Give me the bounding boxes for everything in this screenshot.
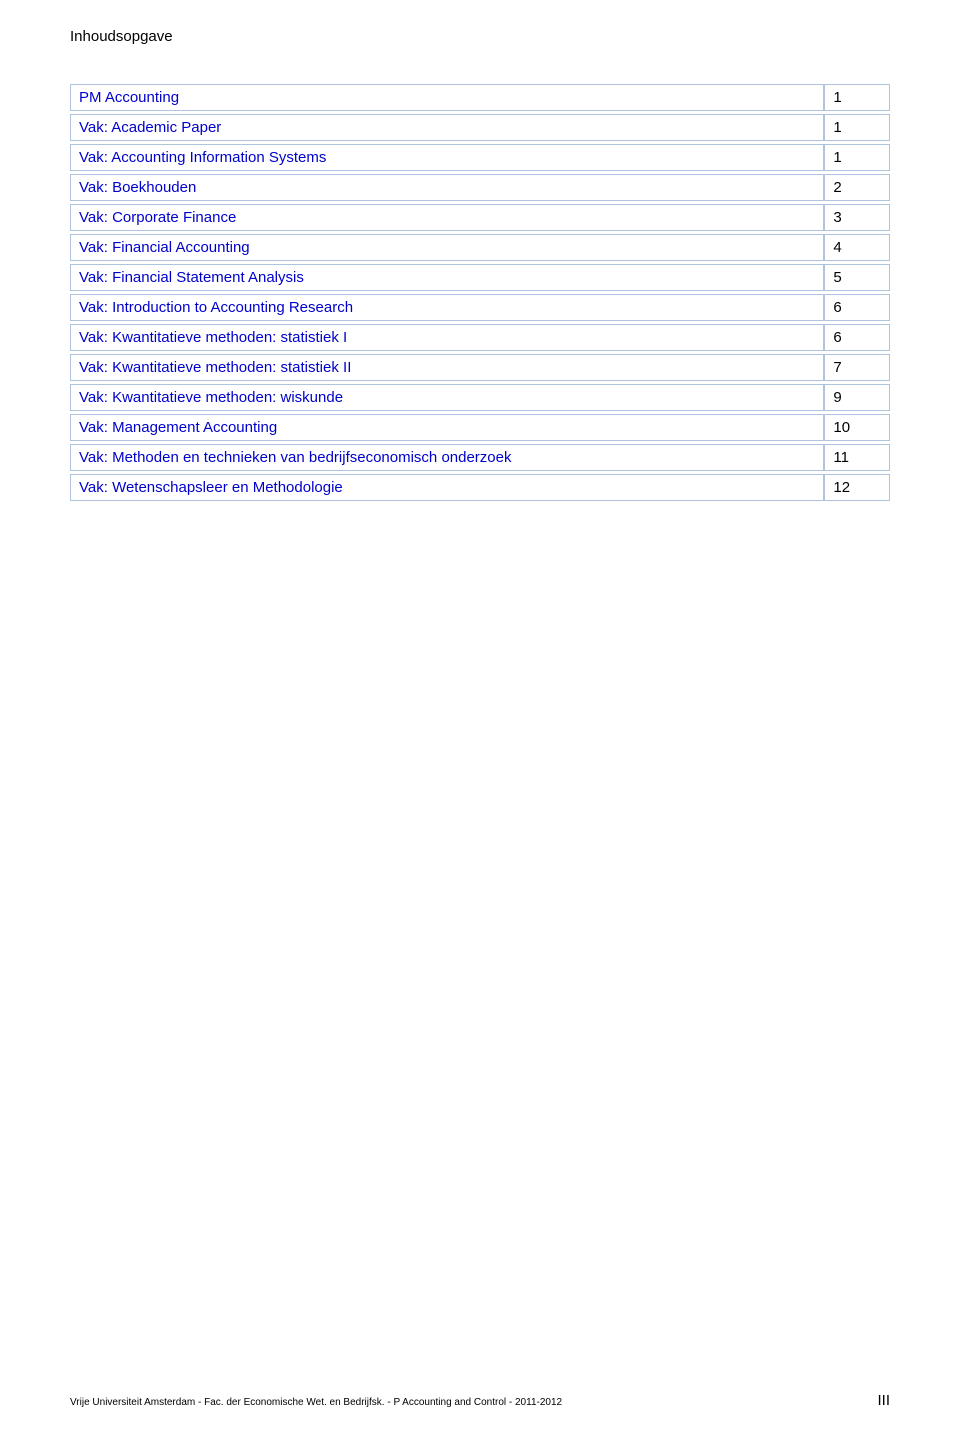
toc-link[interactable]: Vak: Kwantitatieve methoden: statistiek … [79, 329, 347, 346]
toc-link[interactable]: Vak: Academic Paper [79, 119, 221, 136]
toc-label-cell: Vak: Introduction to Accounting Research [70, 294, 824, 321]
toc-label-cell: Vak: Accounting Information Systems [70, 144, 824, 171]
page-heading: Inhoudsopgave [70, 28, 890, 45]
toc-link[interactable]: Vak: Kwantitatieve methoden: wiskunde [79, 389, 343, 406]
toc-label-cell: Vak: Kwantitatieve methoden: wiskunde [70, 384, 824, 411]
toc-link[interactable]: Vak: Boekhouden [79, 179, 196, 196]
toc-page-cell: 4 [824, 234, 890, 261]
toc-row: Vak: Financial Statement Analysis 5 [70, 264, 890, 291]
toc-link[interactable]: Vak: Introduction to Accounting Research [79, 299, 353, 316]
toc-link[interactable]: PM Accounting [79, 89, 179, 106]
toc-page-cell: 9 [824, 384, 890, 411]
toc-page-cell: 3 [824, 204, 890, 231]
toc-label-cell: Vak: Academic Paper [70, 114, 824, 141]
toc-page-cell: 1 [824, 114, 890, 141]
toc-row: Vak: Kwantitatieve methoden: statistiek … [70, 324, 890, 351]
toc-page-cell: 12 [824, 474, 890, 501]
toc-row: Vak: Academic Paper 1 [70, 114, 890, 141]
page-footer: Vrije Universiteit Amsterdam - Fac. der … [70, 1392, 890, 1409]
toc-row: Vak: Boekhouden 2 [70, 174, 890, 201]
toc-page-cell: 6 [824, 294, 890, 321]
page: Inhoudsopgave PM Accounting1Vak: Academi… [0, 0, 960, 1439]
footer-left-text: Vrije Universiteit Amsterdam - Fac. der … [70, 1397, 562, 1408]
toc-label-cell: Vak: Wetenschapsleer en Methodologie [70, 474, 824, 501]
toc-row: Vak: Kwantitatieve methoden: statistiek … [70, 354, 890, 381]
toc-label-cell: Vak: Methoden en technieken van bedrijfs… [70, 444, 824, 471]
toc-link[interactable]: Vak: Corporate Finance [79, 209, 236, 226]
toc-row: Vak: Corporate Finance 3 [70, 204, 890, 231]
toc-page-cell: 1 [824, 84, 890, 111]
toc-page-cell: 11 [824, 444, 890, 471]
toc-label-cell: PM Accounting [70, 84, 824, 111]
toc-row: Vak: Financial Accounting 4 [70, 234, 890, 261]
toc-link[interactable]: Vak: Kwantitatieve methoden: statistiek … [79, 359, 351, 376]
toc-link[interactable]: Vak: Methoden en technieken van bedrijfs… [79, 449, 512, 466]
toc-link[interactable]: Vak: Management Accounting [79, 419, 277, 436]
toc-row: Vak: Accounting Information Systems 1 [70, 144, 890, 171]
toc-link[interactable]: Vak: Financial Statement Analysis [79, 269, 304, 286]
toc-page-cell: 7 [824, 354, 890, 381]
toc-label-cell: Vak: Financial Statement Analysis [70, 264, 824, 291]
toc-page-cell: 1 [824, 144, 890, 171]
toc-page-cell: 5 [824, 264, 890, 291]
toc-row: PM Accounting 1 [70, 84, 890, 111]
toc-label-cell: Vak: Financial Accounting [70, 234, 824, 261]
toc-label-cell: Vak: Kwantitatieve methoden: statistiek … [70, 324, 824, 351]
toc-row: Vak: Kwantitatieve methoden: wiskunde 9 [70, 384, 890, 411]
toc-link[interactable]: Vak: Wetenschapsleer en Methodologie [79, 479, 343, 496]
toc-label-cell: Vak: Boekhouden [70, 174, 824, 201]
footer-page-number: III [877, 1392, 890, 1409]
toc-link[interactable]: Vak: Financial Accounting [79, 239, 250, 256]
toc-table: PM Accounting1Vak: Academic Paper1Vak: A… [70, 81, 890, 504]
toc-row: Vak: Introduction to Accounting Research… [70, 294, 890, 321]
toc-label-cell: Vak: Management Accounting [70, 414, 824, 441]
toc-row: Vak: Methoden en technieken van bedrijfs… [70, 444, 890, 471]
toc-page-cell: 10 [824, 414, 890, 441]
toc-label-cell: Vak: Corporate Finance [70, 204, 824, 231]
toc-row: Vak: Management Accounting 10 [70, 414, 890, 441]
toc-label-cell: Vak: Kwantitatieve methoden: statistiek … [70, 354, 824, 381]
toc-row: Vak: Wetenschapsleer en Methodologie 12 [70, 474, 890, 501]
toc-link[interactable]: Vak: Accounting Information Systems [79, 149, 326, 166]
toc-page-cell: 2 [824, 174, 890, 201]
toc-page-cell: 6 [824, 324, 890, 351]
toc-body: PM Accounting1Vak: Academic Paper1Vak: A… [70, 84, 890, 501]
